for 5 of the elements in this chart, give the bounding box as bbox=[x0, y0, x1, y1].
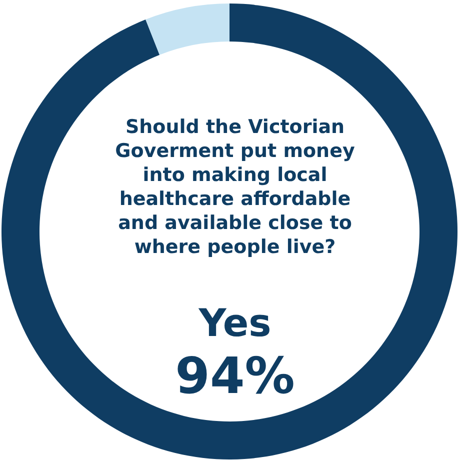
slice-label: Yes bbox=[198, 301, 272, 345]
data-label: 94% bbox=[175, 347, 295, 405]
donut-slice bbox=[2, 4, 458, 460]
text: Should the Victorian Goverment put money into making local healthcare affordable and available close to where people live? bbox=[115, 116, 356, 258]
donut-slice bbox=[146, 4, 230, 55]
